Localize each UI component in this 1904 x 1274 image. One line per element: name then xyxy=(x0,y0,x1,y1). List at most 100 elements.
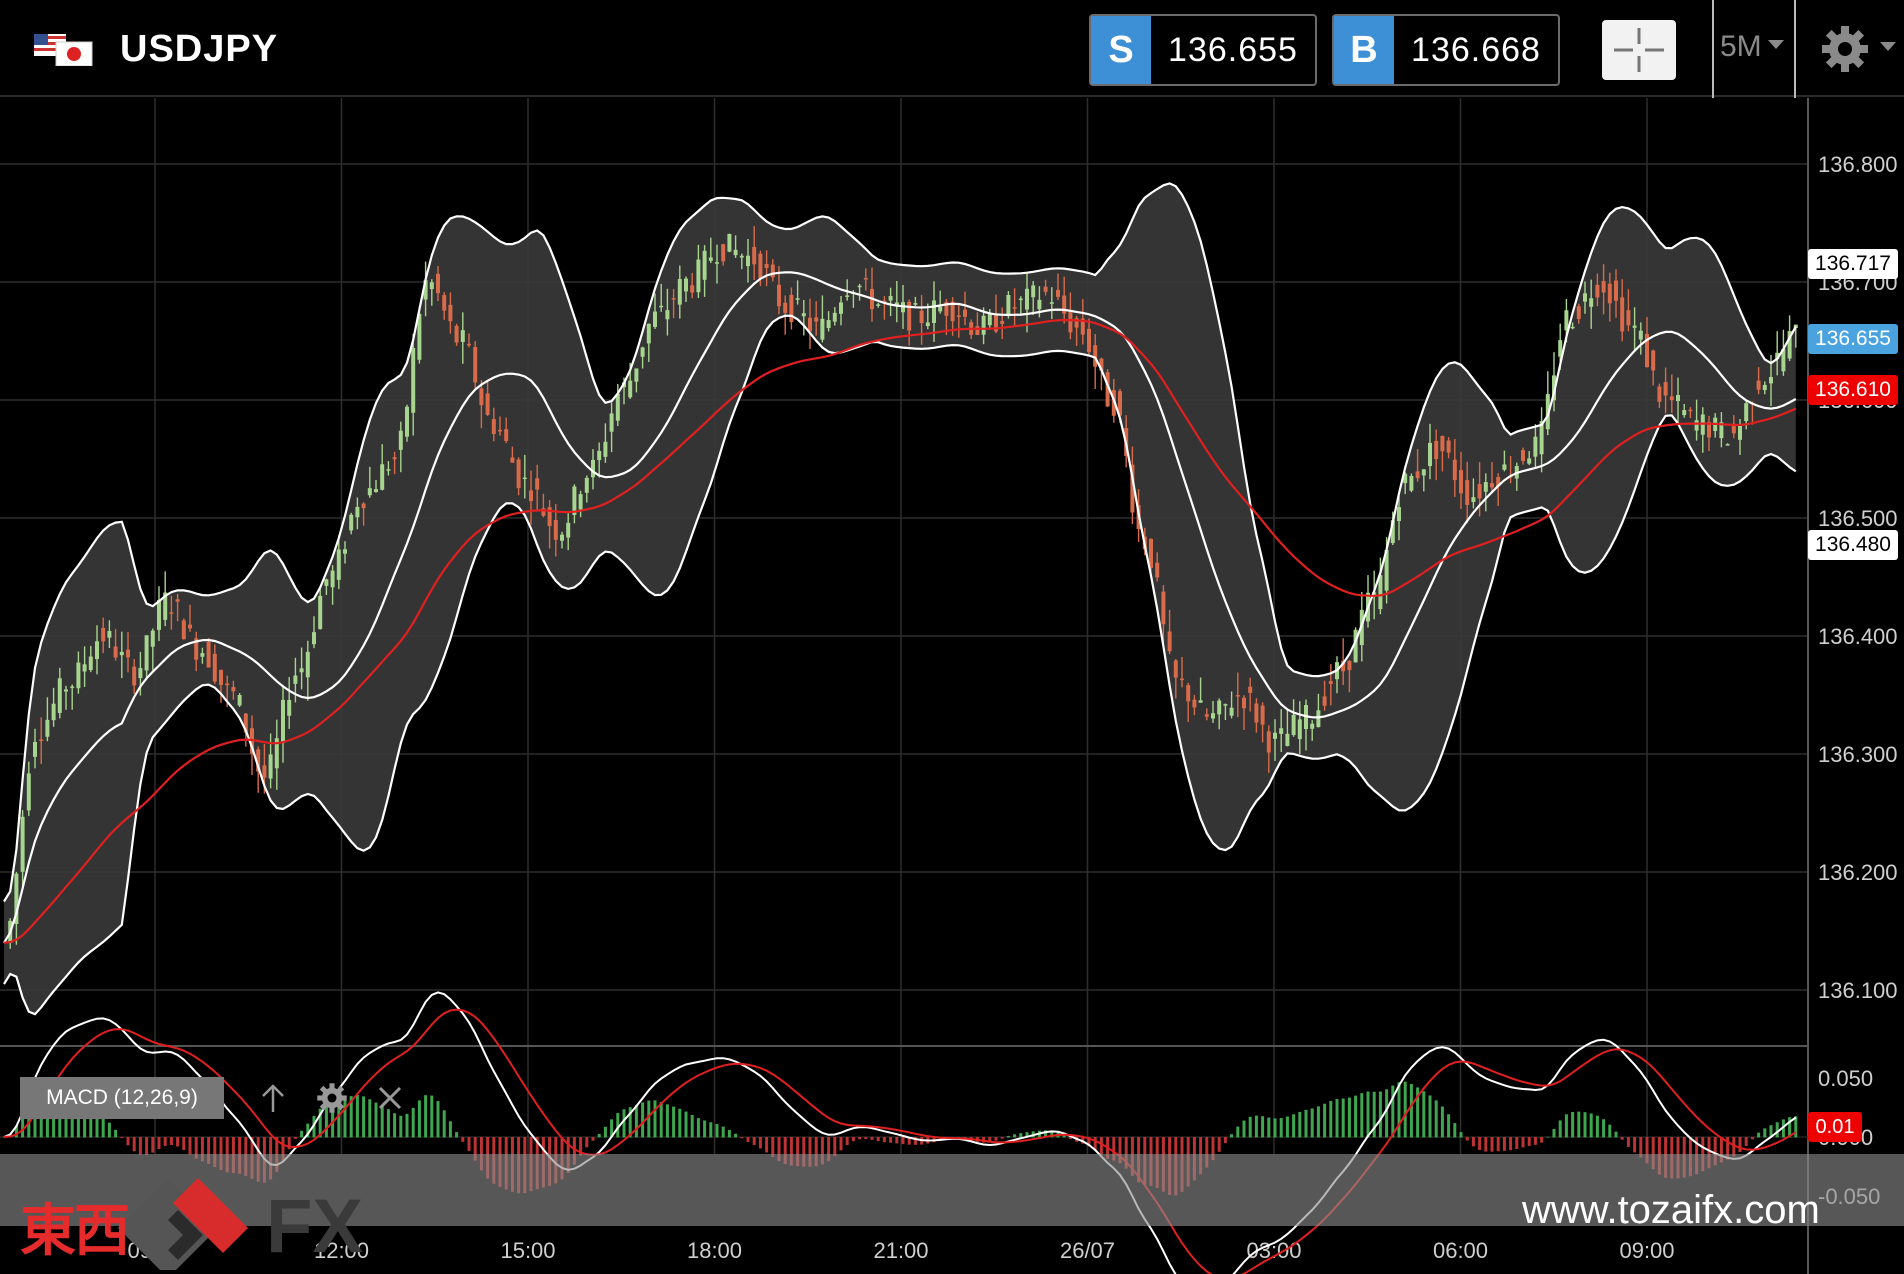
macd-histogram-bar xyxy=(1298,1111,1302,1138)
time-tick-label: 06:00 xyxy=(1433,1238,1488,1263)
macd-histogram-bar xyxy=(145,1137,149,1156)
candle-body xyxy=(281,699,285,744)
candle-body xyxy=(1781,349,1786,372)
time-tick-label: 09:00 xyxy=(1619,1238,1674,1263)
macd-histogram-bar xyxy=(138,1137,142,1155)
candle-body xyxy=(262,765,267,778)
candle-body xyxy=(1490,483,1494,488)
macd-histogram-bar xyxy=(374,1102,378,1138)
macd-histogram-bar xyxy=(107,1122,111,1138)
macd-histogram-bar xyxy=(1639,1137,1643,1158)
macd-histogram-bar xyxy=(1719,1137,1723,1163)
macd-histogram-bar xyxy=(318,1108,322,1138)
macd-histogram-bar xyxy=(1447,1114,1451,1138)
time-tick-label: 21:00 xyxy=(873,1238,928,1263)
timeframe-select[interactable]: 5M xyxy=(1720,30,1762,63)
candle-body xyxy=(584,477,589,493)
candle-body xyxy=(1025,288,1029,310)
macd-histogram-bar xyxy=(1465,1137,1469,1141)
macd-histogram-bar xyxy=(312,1116,316,1138)
candle-body xyxy=(789,294,794,323)
candle-body xyxy=(1688,409,1693,412)
macd-histogram-bar xyxy=(1794,1116,1798,1138)
crosshair-button[interactable] xyxy=(1602,20,1676,80)
macd-histogram-bar xyxy=(1416,1087,1420,1138)
macd-histogram-bar xyxy=(802,1137,806,1167)
sell-button[interactable]: S 136.655 xyxy=(1089,14,1317,86)
macd-histogram-bar xyxy=(306,1123,310,1138)
candle-body xyxy=(963,309,967,317)
candle-body xyxy=(51,703,56,721)
gear-icon[interactable] xyxy=(316,1082,348,1114)
candle-body xyxy=(485,393,490,415)
macd-histogram-bar xyxy=(1285,1116,1289,1138)
macd-histogram-bar xyxy=(120,1137,124,1138)
candle-body xyxy=(429,282,434,290)
macd-histogram-bar xyxy=(1124,1137,1128,1169)
macd-histogram-bar xyxy=(293,1137,297,1139)
arrow-up-icon[interactable] xyxy=(258,1082,288,1114)
bollinger-upper-line xyxy=(3,182,1797,903)
candle-body xyxy=(1651,350,1656,371)
macd-histogram-bar xyxy=(207,1137,211,1165)
macd-histogram-bar xyxy=(349,1096,353,1138)
macd-histogram-bar xyxy=(2,1137,6,1138)
macd-histogram-bar xyxy=(907,1137,911,1145)
macd-histogram-bar xyxy=(833,1137,837,1157)
macd-histogram-bar xyxy=(163,1137,167,1146)
candle-body xyxy=(950,301,955,322)
candle-body xyxy=(1471,497,1476,502)
macd-histogram-bar xyxy=(808,1137,812,1167)
candle-body xyxy=(473,346,478,383)
candle-body xyxy=(26,773,31,811)
candle-body xyxy=(1738,426,1742,440)
macd-histogram-bar xyxy=(820,1137,824,1165)
macd-histogram-bar xyxy=(1316,1106,1320,1138)
candle-body xyxy=(454,325,459,343)
macd-indicator-label[interactable]: MACD (12,26,9) xyxy=(20,1077,224,1119)
macd-histogram-bar xyxy=(839,1137,843,1151)
gear-icon[interactable] xyxy=(1820,24,1870,74)
chevron-down-icon[interactable] xyxy=(1880,42,1896,51)
candle-body xyxy=(423,280,428,300)
macd-histogram-bar xyxy=(672,1106,676,1138)
candle-body xyxy=(1273,732,1277,739)
macd-histogram-bar xyxy=(467,1137,471,1151)
candle-body xyxy=(1087,328,1091,353)
macd-histogram-bar xyxy=(1546,1136,1550,1138)
candle-body xyxy=(795,298,800,300)
candle-body xyxy=(1279,728,1284,734)
macd-histogram-bar xyxy=(1626,1137,1630,1147)
macd-histogram-bar xyxy=(169,1137,173,1145)
candle-body xyxy=(157,600,161,630)
candle-body xyxy=(1093,345,1098,367)
macd-signal-line xyxy=(3,1008,1797,1274)
candle-body xyxy=(1155,562,1160,578)
macd-histogram-bar xyxy=(1645,1137,1649,1164)
candle-body xyxy=(1347,660,1352,671)
candle-body xyxy=(1601,280,1606,293)
macd-histogram-bar xyxy=(1595,1115,1599,1138)
macd-histogram-bar xyxy=(1310,1108,1314,1138)
macd-histogram-bar xyxy=(1763,1128,1767,1138)
candle-body xyxy=(256,749,261,772)
candle-body xyxy=(1043,286,1048,292)
macd-histogram-bar xyxy=(1261,1116,1265,1138)
symbol-title[interactable]: USDJPY xyxy=(120,28,279,70)
candle-body xyxy=(101,627,106,642)
macd-histogram-bar xyxy=(851,1137,855,1142)
candle-body xyxy=(219,669,223,685)
buy-button[interactable]: B 136.668 xyxy=(1332,14,1560,86)
macd-histogram-bar xyxy=(1341,1098,1345,1138)
watermark-url: www.tozaifx.com xyxy=(1522,1188,1820,1232)
close-icon[interactable] xyxy=(376,1084,404,1112)
chevron-down-icon[interactable] xyxy=(1768,40,1784,49)
candle-body xyxy=(1725,444,1730,446)
candle-body xyxy=(1316,710,1321,728)
macd-histogram-bar xyxy=(1788,1117,1792,1138)
macd-tick-label: 0.050 xyxy=(1818,1066,1873,1091)
macd-histogram-bar xyxy=(628,1107,632,1138)
candle-body xyxy=(1204,714,1209,717)
candle-body xyxy=(919,310,924,324)
macd-histogram-bar xyxy=(1000,1137,1004,1139)
